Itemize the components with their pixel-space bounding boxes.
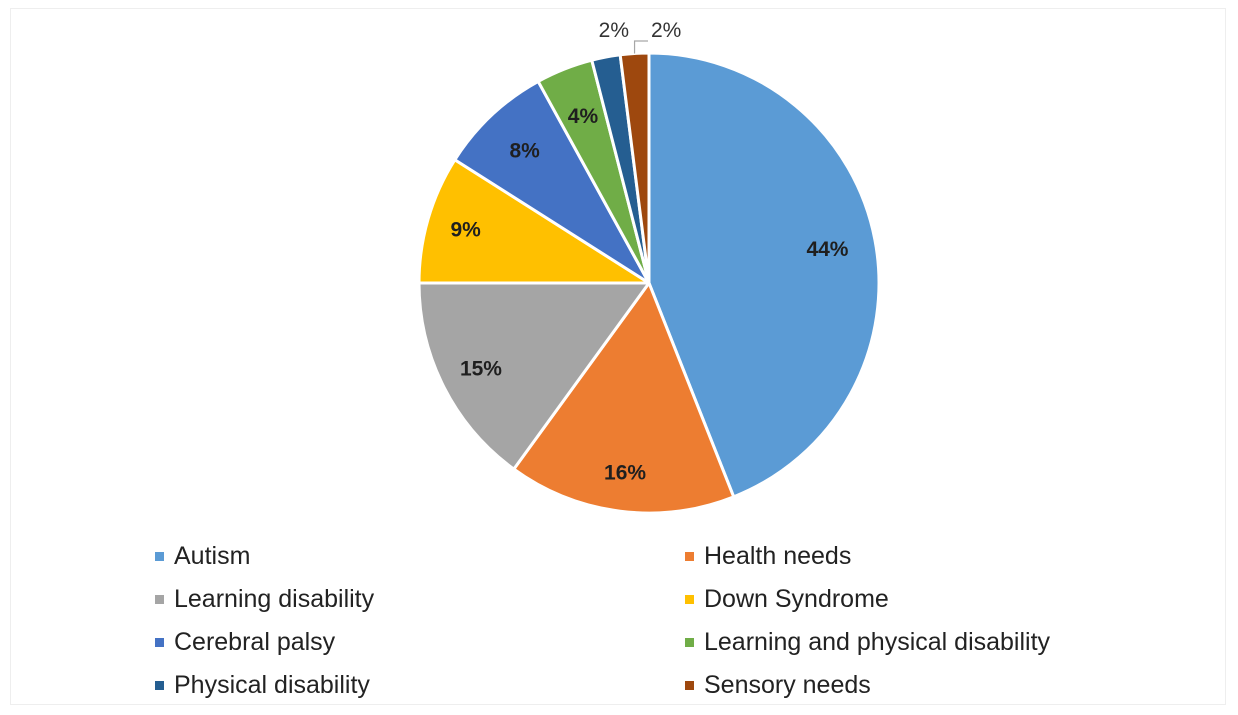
legend-item-autism: Autism <box>155 541 250 571</box>
pie-slice-cerebral-palsy <box>453 79 651 285</box>
data-label-sensory-needs: 2% <box>651 19 681 42</box>
legend-swatch <box>155 637 164 647</box>
data-labels: 44% 16% 15% 9% 8% 4% 2% 2% <box>451 19 849 484</box>
data-label-down-syndrome: 9% <box>451 219 482 242</box>
pie-slice-learning-disability <box>417 281 651 471</box>
legend-swatch <box>155 551 164 561</box>
legend-item-learning-and-physical-disability: Learning and physical disability <box>685 627 1050 657</box>
legend-swatch <box>685 551 694 561</box>
pie-slice-down-syndrome <box>417 158 651 285</box>
legend-item-down-syndrome: Down Syndrome <box>685 584 889 614</box>
legend-item-learning-disability: Learning disability <box>155 584 374 614</box>
legend-item-physical-disability: Physical disability <box>155 670 370 700</box>
legend-label: Learning and physical disability <box>704 627 1051 656</box>
data-label-physical-disability: 2% <box>599 19 629 42</box>
legend-swatch <box>685 680 694 690</box>
legend-item-cerebral-palsy: Cerebral palsy <box>155 627 335 657</box>
legend-item-sensory-needs: Sensory needs <box>685 670 871 700</box>
legend-swatch <box>155 594 164 604</box>
legend-swatch <box>155 680 164 690</box>
data-label-health-needs: 16% <box>604 461 646 484</box>
data-label-learning-and-physical-disability: 4% <box>568 105 599 128</box>
data-label-cerebral-palsy: 8% <box>509 140 540 163</box>
pie-slice-health-needs <box>512 281 736 515</box>
pie-slice-autism <box>647 51 881 499</box>
data-label-autism: 44% <box>806 238 848 261</box>
legend-label: Autism <box>174 541 251 570</box>
legend-item-health-needs: Health needs <box>685 541 851 571</box>
legend-label: Cerebral palsy <box>174 627 336 656</box>
leader-lines <box>633 40 648 54</box>
legend-label: Physical disability <box>174 670 370 699</box>
legend-swatch <box>685 594 694 604</box>
legend-label: Down Syndrome <box>704 584 889 613</box>
leader-line-sensory-needs <box>633 40 648 54</box>
legend-swatch <box>685 637 694 647</box>
data-label-learning-disability: 15% <box>460 358 502 381</box>
legend-label: Health needs <box>704 541 852 570</box>
legend-label: Learning disability <box>174 584 375 613</box>
legend-label: Sensory needs <box>704 670 871 699</box>
pie-slices <box>417 51 881 515</box>
